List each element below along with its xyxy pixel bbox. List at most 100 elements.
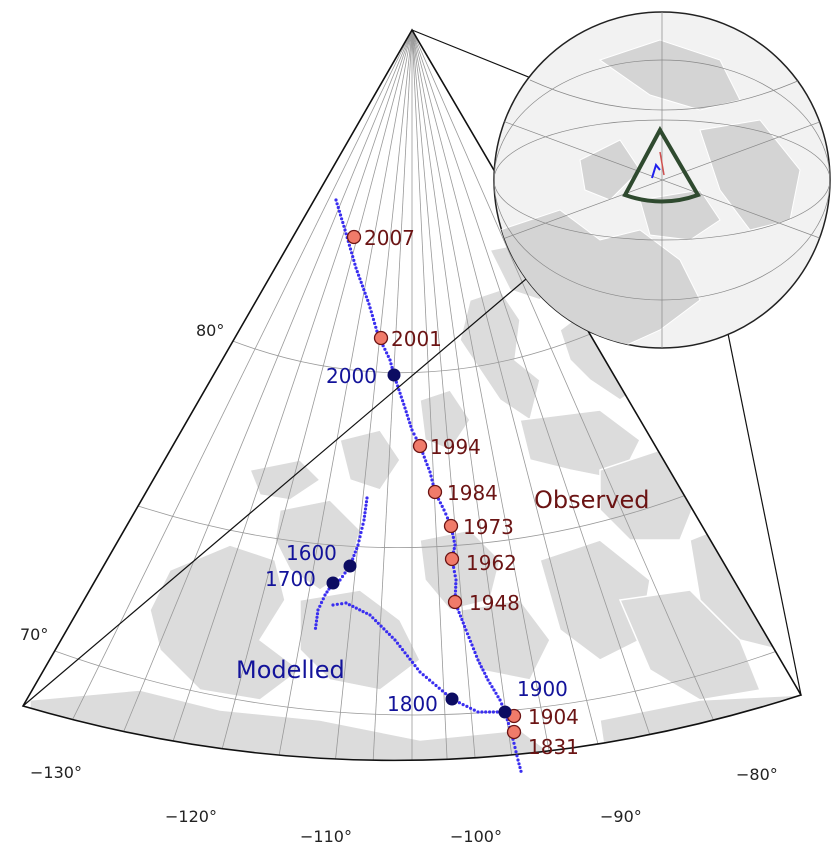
lon-label-90: −90°: [600, 807, 642, 826]
obs-marker-2007: [346, 229, 362, 245]
obs-marker-1984: [427, 484, 443, 500]
modelled-track-dot: [359, 530, 363, 535]
modelled-track-dot: [385, 630, 389, 634]
modelled-track-dot: [425, 463, 429, 467]
modelled-track-dot: [512, 741, 516, 745]
modelled-track-dot: [402, 402, 406, 406]
modelled-track-dot: [386, 354, 390, 358]
modelled-track-dot: [430, 478, 434, 482]
modelled-track-dot: [434, 683, 438, 688]
modelled-track-dot: [461, 703, 465, 707]
obs-marker-1973: [443, 518, 459, 534]
modelled-track-dot: [361, 610, 365, 614]
modelled-track-dot: [431, 681, 435, 685]
modelled-track-dot: [340, 217, 344, 221]
modelled-track-dot: [440, 689, 444, 693]
observed-markers: 2007 2001 1994 1984 1973 1962 1948 1904 …: [346, 226, 579, 759]
modelled-track-dot: [343, 571, 347, 575]
obs-marker-1962: [444, 551, 460, 567]
obs-label-2001: 2001: [391, 327, 442, 351]
mod-marker-1700: [326, 576, 340, 590]
modelled-track-dot: [373, 321, 377, 325]
modelled-track-dot: [388, 358, 392, 362]
modelled-track-dot: [494, 691, 498, 695]
modelled-track-dot: [376, 621, 380, 625]
modelled-track-dot: [488, 710, 492, 714]
modelled-track-dot: [408, 421, 412, 425]
mod-label-1600: 1600: [286, 541, 337, 565]
modelled-track-dot: [353, 262, 357, 266]
modelled-track-dot: [484, 710, 488, 714]
modelled-track-dot: [405, 413, 409, 417]
modelled-track-dot: [316, 608, 320, 612]
modelled-track-dot: [341, 220, 345, 225]
modelled-track-dot: [458, 614, 463, 618]
modelled-track-dot: [442, 508, 446, 512]
modelled-track-dot: [325, 590, 329, 594]
modelled-track-dot: [453, 543, 457, 547]
modelled-track-dot: [374, 325, 378, 329]
modelled-track-dot: [460, 617, 464, 622]
modelled-track-dot: [360, 526, 364, 530]
modelled-track-dot: [369, 310, 373, 314]
modelled-track-dot: [352, 258, 356, 262]
modelled-track-dot: [431, 482, 435, 486]
modelled-track-dot: [413, 664, 417, 668]
modelled-track-dot: [471, 647, 476, 651]
modelled-track-dot: [315, 612, 320, 616]
modelled-track-dot: [397, 388, 401, 392]
modelled-track-dot: [453, 589, 458, 593]
modelled-track-dot: [362, 514, 367, 518]
modelled-track-dot: [351, 255, 355, 259]
modelled-track-dot: [351, 604, 355, 609]
modelled-track-dot: [398, 644, 402, 649]
obs-marker-1994: [412, 438, 428, 454]
modelled-track-dot: [357, 539, 361, 543]
modelled-track-dot: [337, 209, 341, 213]
lon-label-130: −130°: [30, 763, 82, 782]
modelled-track-dot: [368, 613, 372, 617]
modelled-markers: 2000 1600 1700 1800 1900: [265, 364, 568, 719]
modelled-track-dot: [457, 610, 461, 615]
modelled-track-dot: [379, 624, 383, 628]
modelled-track-dot: [454, 585, 458, 589]
mod-marker-1800: [445, 692, 459, 706]
modelled-track-dot: [400, 648, 405, 652]
modelled-track-dot: [354, 606, 358, 610]
obs-marker-2001: [373, 330, 389, 346]
modelled-track-dot: [365, 496, 369, 500]
grid-labels: 80° 70° −130° −120° −110° −100° −90° −80…: [20, 321, 778, 846]
modelled-track-dot: [438, 501, 442, 505]
mod-label-1900: 1900: [517, 677, 568, 701]
modelled-track-dot: [355, 546, 359, 551]
modelled-track-dot: [399, 395, 403, 399]
modelled-track-dot: [424, 459, 428, 463]
modelled-track-dot: [517, 762, 521, 766]
modelled-track-dot: [370, 314, 374, 318]
modelled-track-dot: [334, 198, 338, 202]
modelled-track-dot: [445, 516, 450, 520]
modelled-track-dot: [444, 692, 448, 696]
modelled-track-dot: [461, 621, 465, 625]
modelled-track-dot: [340, 602, 344, 606]
modelled-track-dot: [313, 626, 318, 630]
modelled-track-dot: [515, 754, 519, 758]
modelled-track-dot: [453, 574, 457, 578]
modelled-track-dot: [474, 654, 479, 658]
modelled-track-dot: [374, 619, 378, 623]
modelled-track-dot: [500, 702, 504, 706]
modelled-track-dot: [452, 565, 456, 570]
modelled-track-dot: [496, 695, 500, 699]
modelled-track-dot: [469, 706, 473, 710]
modelled-track-dot: [398, 391, 402, 395]
mod-marker-1900: [498, 705, 512, 719]
modelled-track-dot: [338, 213, 343, 217]
modelled-track-dot: [429, 474, 433, 478]
modelled-track-dot: [344, 232, 348, 236]
modelled-track-dot: [364, 503, 368, 507]
modelled-track-dot: [362, 518, 366, 522]
modelled-track-dot: [364, 500, 369, 504]
modelled-track-dot: [382, 627, 386, 631]
modelled-track-dot: [478, 661, 482, 665]
mod-marker-1600: [343, 559, 357, 573]
